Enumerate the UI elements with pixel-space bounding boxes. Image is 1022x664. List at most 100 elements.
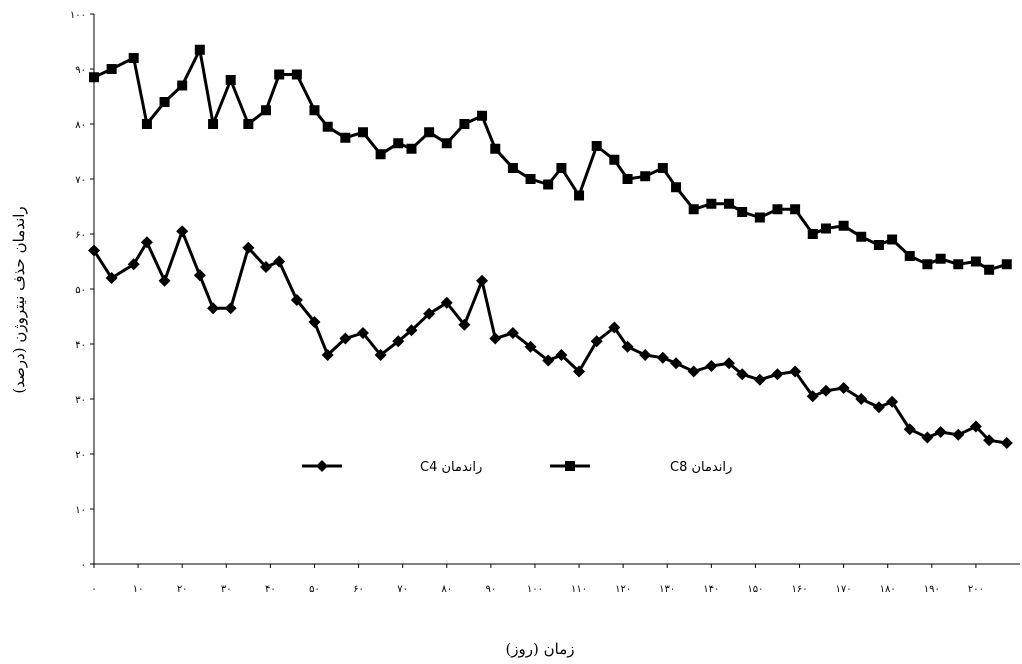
series-c4-point: [687, 365, 700, 378]
series-c4-point: [392, 335, 405, 348]
series-c4-point: [819, 384, 832, 397]
series-c8-point: [507, 163, 518, 173]
y-tick-label: ۷۰: [75, 175, 86, 186]
series-c4-point: [105, 272, 118, 284]
x-tick-label: ۱۴۰: [703, 584, 719, 595]
series-c8-point: [887, 234, 898, 245]
x-tick-label: ۰: [91, 584, 96, 595]
x-tick-label: ۱۹۰: [924, 584, 940, 595]
series-c4-point: [524, 340, 537, 353]
series-c8-point: [754, 212, 765, 223]
series-c4-point: [374, 349, 387, 361]
series-c4-point: [670, 357, 683, 370]
series-c4-point: [476, 274, 489, 287]
x-tick-label: ۳۰: [221, 584, 232, 595]
series-c4-point: [983, 434, 996, 447]
x-tick-label: ۱۰۰: [527, 584, 543, 595]
series-c4-line: [92, 229, 1008, 445]
series-c4: [88, 225, 1013, 449]
series-c4-point: [207, 302, 220, 315]
series-c4-point: [753, 373, 766, 386]
x-tick-label: ۴۰: [265, 584, 276, 595]
series-c8-point: [106, 64, 117, 74]
x-tick-label: ۸۰: [441, 584, 452, 595]
series-c8-point: [772, 204, 783, 215]
series-c8-point: [375, 149, 386, 160]
x-tick-label: ۱۷۰: [836, 584, 852, 595]
series-c4-point: [969, 420, 982, 433]
series-c8-point: [556, 163, 567, 173]
series-c4-point: [423, 307, 436, 320]
y-tick-label: ۲۰: [75, 450, 86, 461]
series-c4-point: [837, 382, 850, 394]
series-c8-point: [873, 240, 884, 250]
series-c8-point: [591, 141, 602, 151]
series-c8-point: [393, 138, 404, 149]
series-c4-point: [290, 294, 303, 306]
series-c8-point: [208, 119, 219, 129]
y-tick-label: ۴۰: [75, 340, 86, 351]
series-c4-point: [1000, 437, 1013, 449]
series-c8-point: [459, 119, 470, 129]
series-c8-point: [309, 105, 320, 116]
x-tick-label: ۹۰: [485, 584, 496, 595]
series-c8-point: [790, 204, 801, 215]
series-c8-point: [291, 69, 302, 80]
series-c8-point: [490, 143, 501, 154]
series-c4-point: [590, 335, 603, 348]
series-c4-point: [405, 324, 418, 337]
x-tick-label: ۶۰: [353, 584, 364, 595]
series-c8-point: [225, 75, 236, 85]
series-c4-point: [489, 332, 502, 345]
series-c4-point: [903, 423, 916, 436]
series-c8-point: [935, 253, 946, 264]
series-c8-point: [194, 44, 205, 55]
legend-c8-label: راندمان C8: [670, 460, 732, 475]
series-c8-point: [274, 69, 285, 80]
series-c8-point: [657, 163, 668, 173]
series-c8-point: [406, 143, 417, 154]
series-c8-point: [260, 105, 271, 116]
series-c8-point: [984, 264, 995, 275]
x-tick-label: ۱۳۰: [659, 584, 675, 595]
legend-c8-square-marker: [565, 461, 575, 471]
series-c4-point: [806, 390, 819, 403]
series-c8-point: [340, 132, 351, 143]
series-c4-point: [952, 428, 965, 441]
x-tick-label: ۲۰۰: [968, 584, 984, 595]
series-c4-point: [789, 365, 802, 378]
series-c4-point: [886, 395, 899, 408]
series-c4-point: [656, 351, 669, 364]
series-c4-point: [921, 431, 934, 444]
series-c8-point: [904, 251, 915, 261]
x-tick-label: ۱۶۰: [791, 584, 807, 595]
series-c8-point: [706, 198, 717, 209]
series-c4-point: [639, 349, 652, 361]
series-c4-point: [736, 368, 749, 381]
series-c8-point: [671, 182, 682, 193]
x-tick-label: ۷۰: [397, 584, 408, 595]
series-c8-point: [970, 256, 981, 267]
y-tick-label: ۳۰: [75, 395, 86, 406]
series-c4-point: [242, 241, 255, 254]
series-c4-point: [259, 261, 272, 273]
legend-c4-diamond-marker: [316, 460, 328, 472]
series-c4-point: [193, 269, 206, 282]
legend-item-c4: راندمان C4: [302, 460, 482, 475]
series-c4-point: [356, 327, 369, 339]
series-c4-point: [872, 401, 885, 414]
series-c4-point: [158, 274, 171, 287]
series-c8-point: [922, 259, 933, 270]
x-ticks: ۰ ۱۰ ۲۰ ۳۰ ۴۰ ۵۰ ۶۰ ۷۰ ۸۰ ۹۰ ۱۰۰ ۱۱۰ ۱۲۰ ۱۳۰ ۱۴۰ ۱۵۰ ۱۶۰…: [91, 564, 984, 595]
series-c8-point: [243, 119, 254, 129]
series-c8-point: [574, 190, 585, 201]
series-c8-point: [820, 223, 831, 234]
series-c8-point: [424, 127, 435, 138]
series-c4-point: [321, 349, 334, 361]
x-axis-title: زمان (روز): [505, 640, 574, 658]
series-c8-point: [838, 220, 849, 231]
x-tick-label: ۲۰: [177, 584, 188, 595]
series-c8-point: [609, 154, 620, 165]
series-c4-point: [140, 236, 153, 249]
